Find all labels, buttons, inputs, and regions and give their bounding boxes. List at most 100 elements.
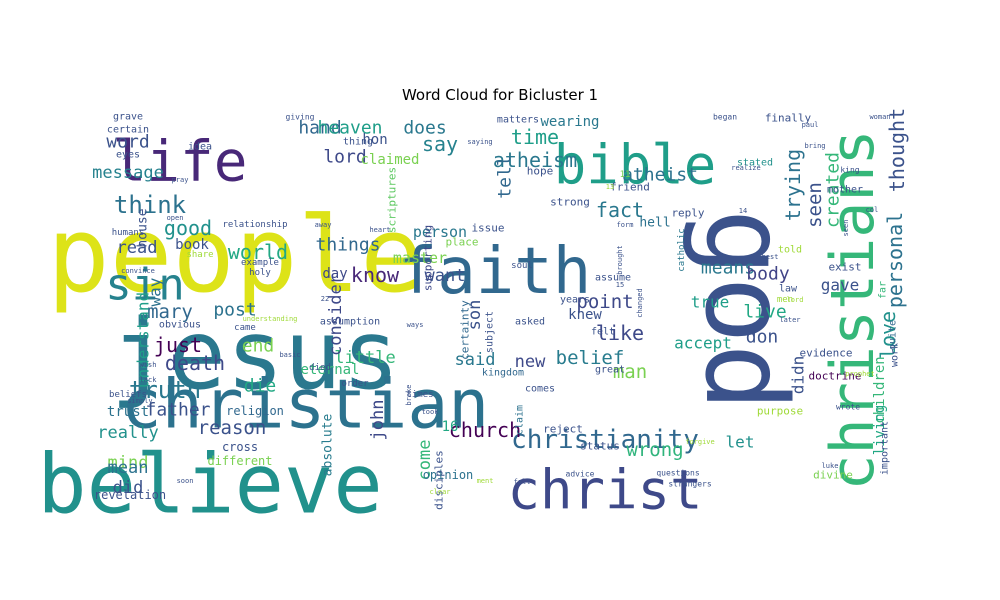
cloud-word: way (146, 277, 165, 306)
cloud-word: fall (514, 478, 531, 486)
cloud-word: like (596, 321, 644, 345)
cloud-word: mother (827, 185, 863, 196)
cloud-word: thing (343, 137, 373, 148)
cloud-word: eternal (300, 362, 359, 378)
cloud-word: strangers (668, 480, 712, 489)
cloud-word: share (186, 250, 213, 260)
cloud-word: convince (121, 267, 155, 275)
cloud-word: atheism (493, 148, 577, 172)
cloud-word: exist (828, 261, 861, 274)
cloud-word: church (449, 418, 521, 442)
cloud-word: years (560, 295, 590, 306)
cloud-word: knew (568, 307, 602, 323)
cloud-word: order (341, 379, 369, 389)
cloud-word: jesus (111, 299, 400, 411)
cloud-word: pray (172, 176, 189, 184)
cloud-word: scriptures (386, 167, 399, 233)
chart-title: Word Cloud for Bicluster 1 (401, 86, 599, 104)
cloud-word: 16 (442, 419, 459, 435)
cloud-word: humans (112, 228, 145, 238)
cloud-word: day (322, 266, 347, 282)
cloud-word: luke (822, 462, 839, 470)
cloud-word: know (351, 263, 400, 287)
cloud-word: think (114, 191, 187, 219)
cloud-word: soul (511, 261, 533, 271)
cloud-word: 14 (739, 207, 747, 215)
cloud-word: col (866, 206, 879, 214)
cloud-word: away (315, 221, 332, 229)
cloud-word: end (242, 336, 275, 357)
cloud-word: lack (140, 376, 158, 384)
cloud-word: atheist (622, 165, 698, 186)
cloud-word: thought (885, 108, 909, 192)
cloud-word: heaven (317, 118, 382, 139)
cloud-word: lord (323, 147, 366, 168)
cloud-word: hope (527, 165, 554, 178)
cloud-word: 22 (321, 295, 329, 303)
cloud-word: idea (188, 142, 212, 153)
cloud-word: eyes (116, 150, 140, 161)
cloud-word: seen (842, 220, 850, 237)
cloud-word: saying (467, 138, 492, 146)
cloud-word: post (213, 300, 256, 321)
cloud-word: claimed (360, 152, 419, 168)
cloud-word: 13 (606, 183, 614, 191)
cloud-word: die (244, 376, 277, 397)
cloud-word: trying (781, 149, 805, 221)
cloud-word: broke (405, 384, 413, 405)
cloud-word: house (136, 208, 151, 247)
cloud-word: wish (140, 361, 157, 369)
cloud-word: paul (802, 121, 819, 129)
cloud-word: want (425, 266, 466, 286)
cloud-word: 15 (616, 281, 624, 289)
cloud-word: quite (888, 320, 899, 350)
cloud-word: children (872, 356, 888, 423)
cloud-word: message (92, 163, 164, 183)
cloud-word: christianity (511, 425, 699, 455)
cloud-word: ment (477, 477, 494, 485)
cloud-word: religion (226, 404, 284, 418)
cloud-word: strong (550, 196, 590, 209)
cloud-word: created (823, 152, 844, 228)
cloud-word: world (228, 240, 288, 264)
cloud-word: began (713, 113, 737, 122)
cloud-word: soon (177, 477, 194, 485)
cloud-word: love (876, 311, 900, 359)
cloud-word: important (880, 421, 891, 475)
cloud-word: mean (108, 458, 149, 478)
cloud-word: christian (121, 366, 489, 445)
cloud-word: revelation (94, 488, 166, 502)
cloud-word: people (47, 194, 423, 316)
cloud-word: reason (198, 417, 267, 439)
cloud-word: christ (507, 459, 702, 522)
cloud-word: grave (113, 112, 143, 123)
cloud-word: disciples (433, 450, 446, 510)
cloud-word: bible (554, 134, 717, 197)
cloud-word: did (113, 478, 144, 498)
cloud-word: wrote (836, 403, 860, 412)
cloud-word: gave (821, 276, 860, 295)
cloud-word: faith (399, 235, 592, 309)
cloud-word: status (580, 440, 620, 453)
cloud-word: king (840, 166, 859, 175)
cloud-word: live (743, 302, 786, 323)
cloud-word: realize (731, 164, 761, 172)
cloud-word: life (113, 130, 248, 195)
cloud-word: comes (525, 384, 555, 395)
cloud-word: friend (610, 181, 650, 194)
cloud-word: means (701, 258, 755, 279)
cloud-word: issue (471, 222, 504, 235)
cloud-word: body (746, 264, 790, 285)
cloud-word: absolute (321, 414, 336, 477)
cloud-word: hand (298, 118, 341, 139)
cloud-word: forgive (685, 438, 715, 446)
cloud-word: accept (674, 334, 732, 353)
cloud-word: subject (485, 311, 496, 353)
cloud-word: basic (279, 351, 300, 359)
cloud-word: felt (591, 327, 615, 338)
cloud-word: true (691, 293, 730, 312)
cloud-word: told (778, 245, 802, 256)
cloud-word: word (106, 132, 149, 153)
cloud-word: assumption (320, 317, 380, 328)
